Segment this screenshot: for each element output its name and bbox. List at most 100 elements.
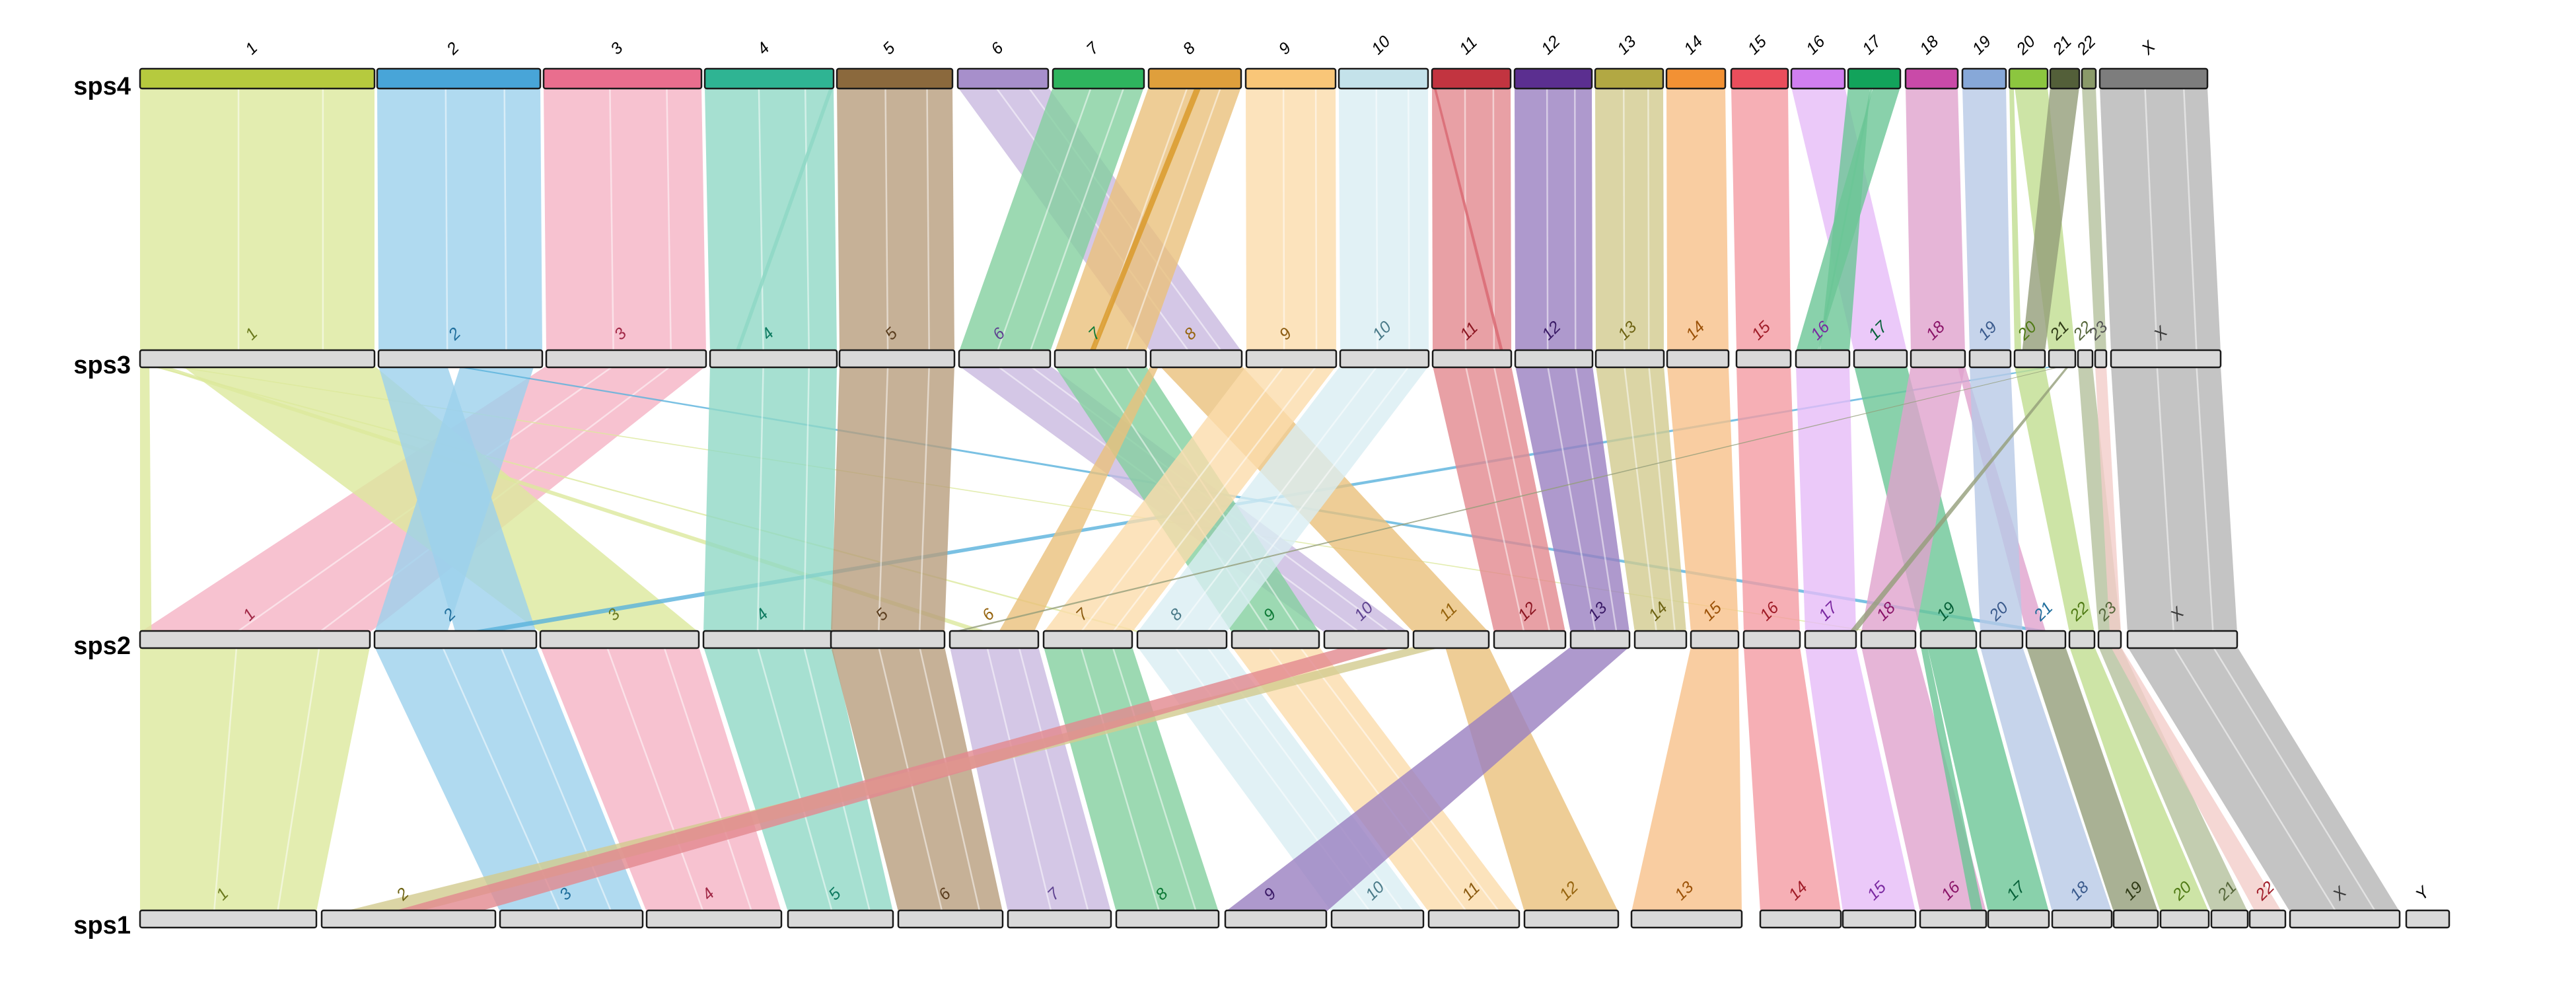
chromosome-block-sps4-15 — [1730, 67, 1789, 90]
ribbon-seam — [918, 646, 981, 912]
chromosome-label-sps4-11: 11 — [1456, 33, 1481, 58]
chromosome-block-sps4-12 — [1513, 67, 1593, 90]
chromosome-label-sps1-Y: Y — [2412, 882, 2434, 904]
synteny-ribbon-zone1-chr20 — [2009, 87, 2022, 351]
chromosome-block-sps1-3 — [499, 909, 644, 929]
chromosome-block-sps4-11 — [1431, 67, 1512, 90]
chromosome-block-sps3-1 — [139, 349, 376, 369]
ribbon-seam — [606, 646, 704, 912]
chromosome-block-sps2-15 — [1690, 630, 1740, 649]
chromosome-block-sps1-11 — [1427, 909, 1521, 929]
chromosome-label-sps4-1: 1 — [242, 39, 262, 59]
ribbon-seam — [609, 87, 614, 352]
chromosome-block-sps2-19 — [1919, 630, 1978, 649]
chromosome-label-sps4-17: 17 — [1859, 32, 1885, 58]
chromosome-block-sps2-3 — [539, 630, 700, 649]
ribbon-seam — [2144, 87, 2158, 352]
chromosome-block-sps1-19 — [2112, 909, 2159, 929]
chromosome-block-sps1-5 — [787, 909, 894, 929]
chromosome-block-sps1-9 — [1224, 909, 1328, 929]
chromosome-block-sps1-14 — [1759, 909, 1842, 929]
synteny-ribbon-zone2-chr14 — [1667, 366, 1738, 632]
chromosome-block-sps1-21 — [2210, 909, 2249, 929]
chromosome-block-sps1-12 — [1523, 909, 1620, 929]
chromosome-block-sps2-17 — [1804, 630, 1857, 649]
chromosome-block-sps4-16 — [1790, 67, 1846, 90]
synteny-ribbon-zone3-chr9 — [1232, 647, 1519, 912]
chromosome-block-sps1-Y — [2405, 909, 2451, 929]
ribbon-seam — [1464, 365, 1525, 633]
ribbon-seam — [2156, 365, 2174, 633]
ribbon-seam — [503, 87, 507, 352]
chromosome-block-sps2-11 — [1412, 630, 1490, 649]
chromosome-block-sps3-4 — [709, 349, 838, 369]
species-label-sps4: sps4 — [73, 73, 131, 100]
chromosome-block-sps4-X — [2098, 67, 2209, 90]
ribbon-seam — [1174, 365, 1378, 633]
synteny-ribbon-zone1-chr7 — [959, 87, 1144, 351]
synteny-ribbon-zone1-chr6 — [958, 87, 1242, 351]
synteny-ribbon-zone2-chr11 — [1433, 366, 1565, 632]
chromosome-block-sps1-16 — [1919, 909, 1987, 929]
chromosome-block-sps1-6 — [897, 909, 1004, 929]
chromosome-block-sps2-16 — [1742, 630, 1801, 649]
synteny-ribbon-zone1-chr12 — [1515, 87, 1592, 351]
chromosome-block-sps3-19 — [1968, 349, 2012, 369]
chromosome-block-sps3-20 — [2013, 349, 2046, 369]
synteny-ribbon-zone1-chr4 — [705, 87, 837, 351]
chromosome-block-sps4-5 — [836, 67, 954, 90]
chromosome-label-sps4-4: 4 — [754, 39, 773, 59]
chromosome-label-sps4-16: 16 — [1803, 32, 1829, 59]
synteny-ribbon-zone3-chr17 — [1921, 647, 1983, 912]
chromosome-block-sps4-18 — [1904, 67, 1959, 90]
synteny-ribbon-zone1-chr17 — [1818, 87, 1873, 351]
chromosome-block-sps4-8 — [1147, 67, 1242, 90]
chromosome-block-sps3-13 — [1594, 349, 1665, 369]
species-label-sps2: sps2 — [73, 632, 131, 660]
chromosome-label-sps4-14: 14 — [1680, 32, 1706, 58]
chromosome-block-sps2-9 — [1231, 630, 1320, 649]
synteny-ribbon-zone1-chr18 — [1906, 87, 1965, 351]
ribbon-seam — [756, 646, 833, 912]
synteny-ribbon-zone3-chr22 — [2098, 647, 2248, 912]
ribbon-seam — [758, 87, 764, 352]
synteny-ribbon-zone3-chr19 — [1980, 647, 2112, 912]
chromosome-label-sps3-23: 23 — [2085, 318, 2111, 344]
ribbon-seam — [1492, 87, 1495, 352]
ribbon-seam — [663, 646, 753, 912]
chromosome-block-sps3-2 — [377, 349, 544, 369]
chromosome-label-sps4-6: 6 — [987, 39, 1007, 59]
synteny-ribbon-zone3-chr11 — [391, 647, 1396, 912]
ribbon-seam — [996, 87, 1092, 352]
ribbon-seam — [2196, 365, 2214, 633]
synteny-ribbon-zone1-chr15 — [1731, 87, 1791, 351]
synteny-ribbon-zone1-chr22 — [2082, 87, 2106, 351]
synteny-ribbon-zone2-chr10 — [1137, 366, 1429, 632]
synteny-ribbon-zone1-chr2 — [377, 87, 542, 351]
chromosome-block-sps3-12 — [1514, 349, 1594, 369]
synteny-ribbon-zone2-chr5 — [831, 366, 954, 632]
synteny-ribbon-zone2-chr23 — [2095, 366, 2121, 632]
synteny-ribbon-zone1-chr1 — [140, 87, 375, 351]
synteny-ribbon-zone3-chr14 — [1631, 647, 1742, 912]
chromosome-block-sps2-21 — [2025, 630, 2067, 649]
synteny-ribbon-zone2-chr4 — [703, 366, 837, 632]
ribbon-seam — [1029, 87, 1125, 352]
ribbon-seam — [277, 646, 320, 912]
ribbon-seam — [803, 365, 810, 633]
chromosome-label-sps4-19: 19 — [1968, 32, 1995, 59]
chromosome-block-sps1-20 — [2159, 909, 2210, 929]
chromosome-block-sps4-21 — [2049, 67, 2081, 90]
chromosome-block-sps1-15 — [1842, 909, 1917, 929]
chromosome-block-sps4-17 — [1847, 67, 1902, 90]
synteny-ribbon-zone3-chr20 — [2069, 647, 2209, 912]
ribbon-seam — [1080, 646, 1161, 912]
ribbon-seam — [1125, 87, 1222, 352]
chromosome-label-sps4-2: 2 — [443, 39, 462, 59]
synteny-ribbon-zone3-chr15 — [1744, 647, 1841, 912]
chromosome-block-sps4-3 — [542, 67, 703, 90]
chromosome-block-sps4-4 — [703, 67, 835, 90]
ribbon-seam — [1375, 87, 1378, 352]
synteny-ribbon-zone2-chr18 — [1861, 366, 1965, 632]
